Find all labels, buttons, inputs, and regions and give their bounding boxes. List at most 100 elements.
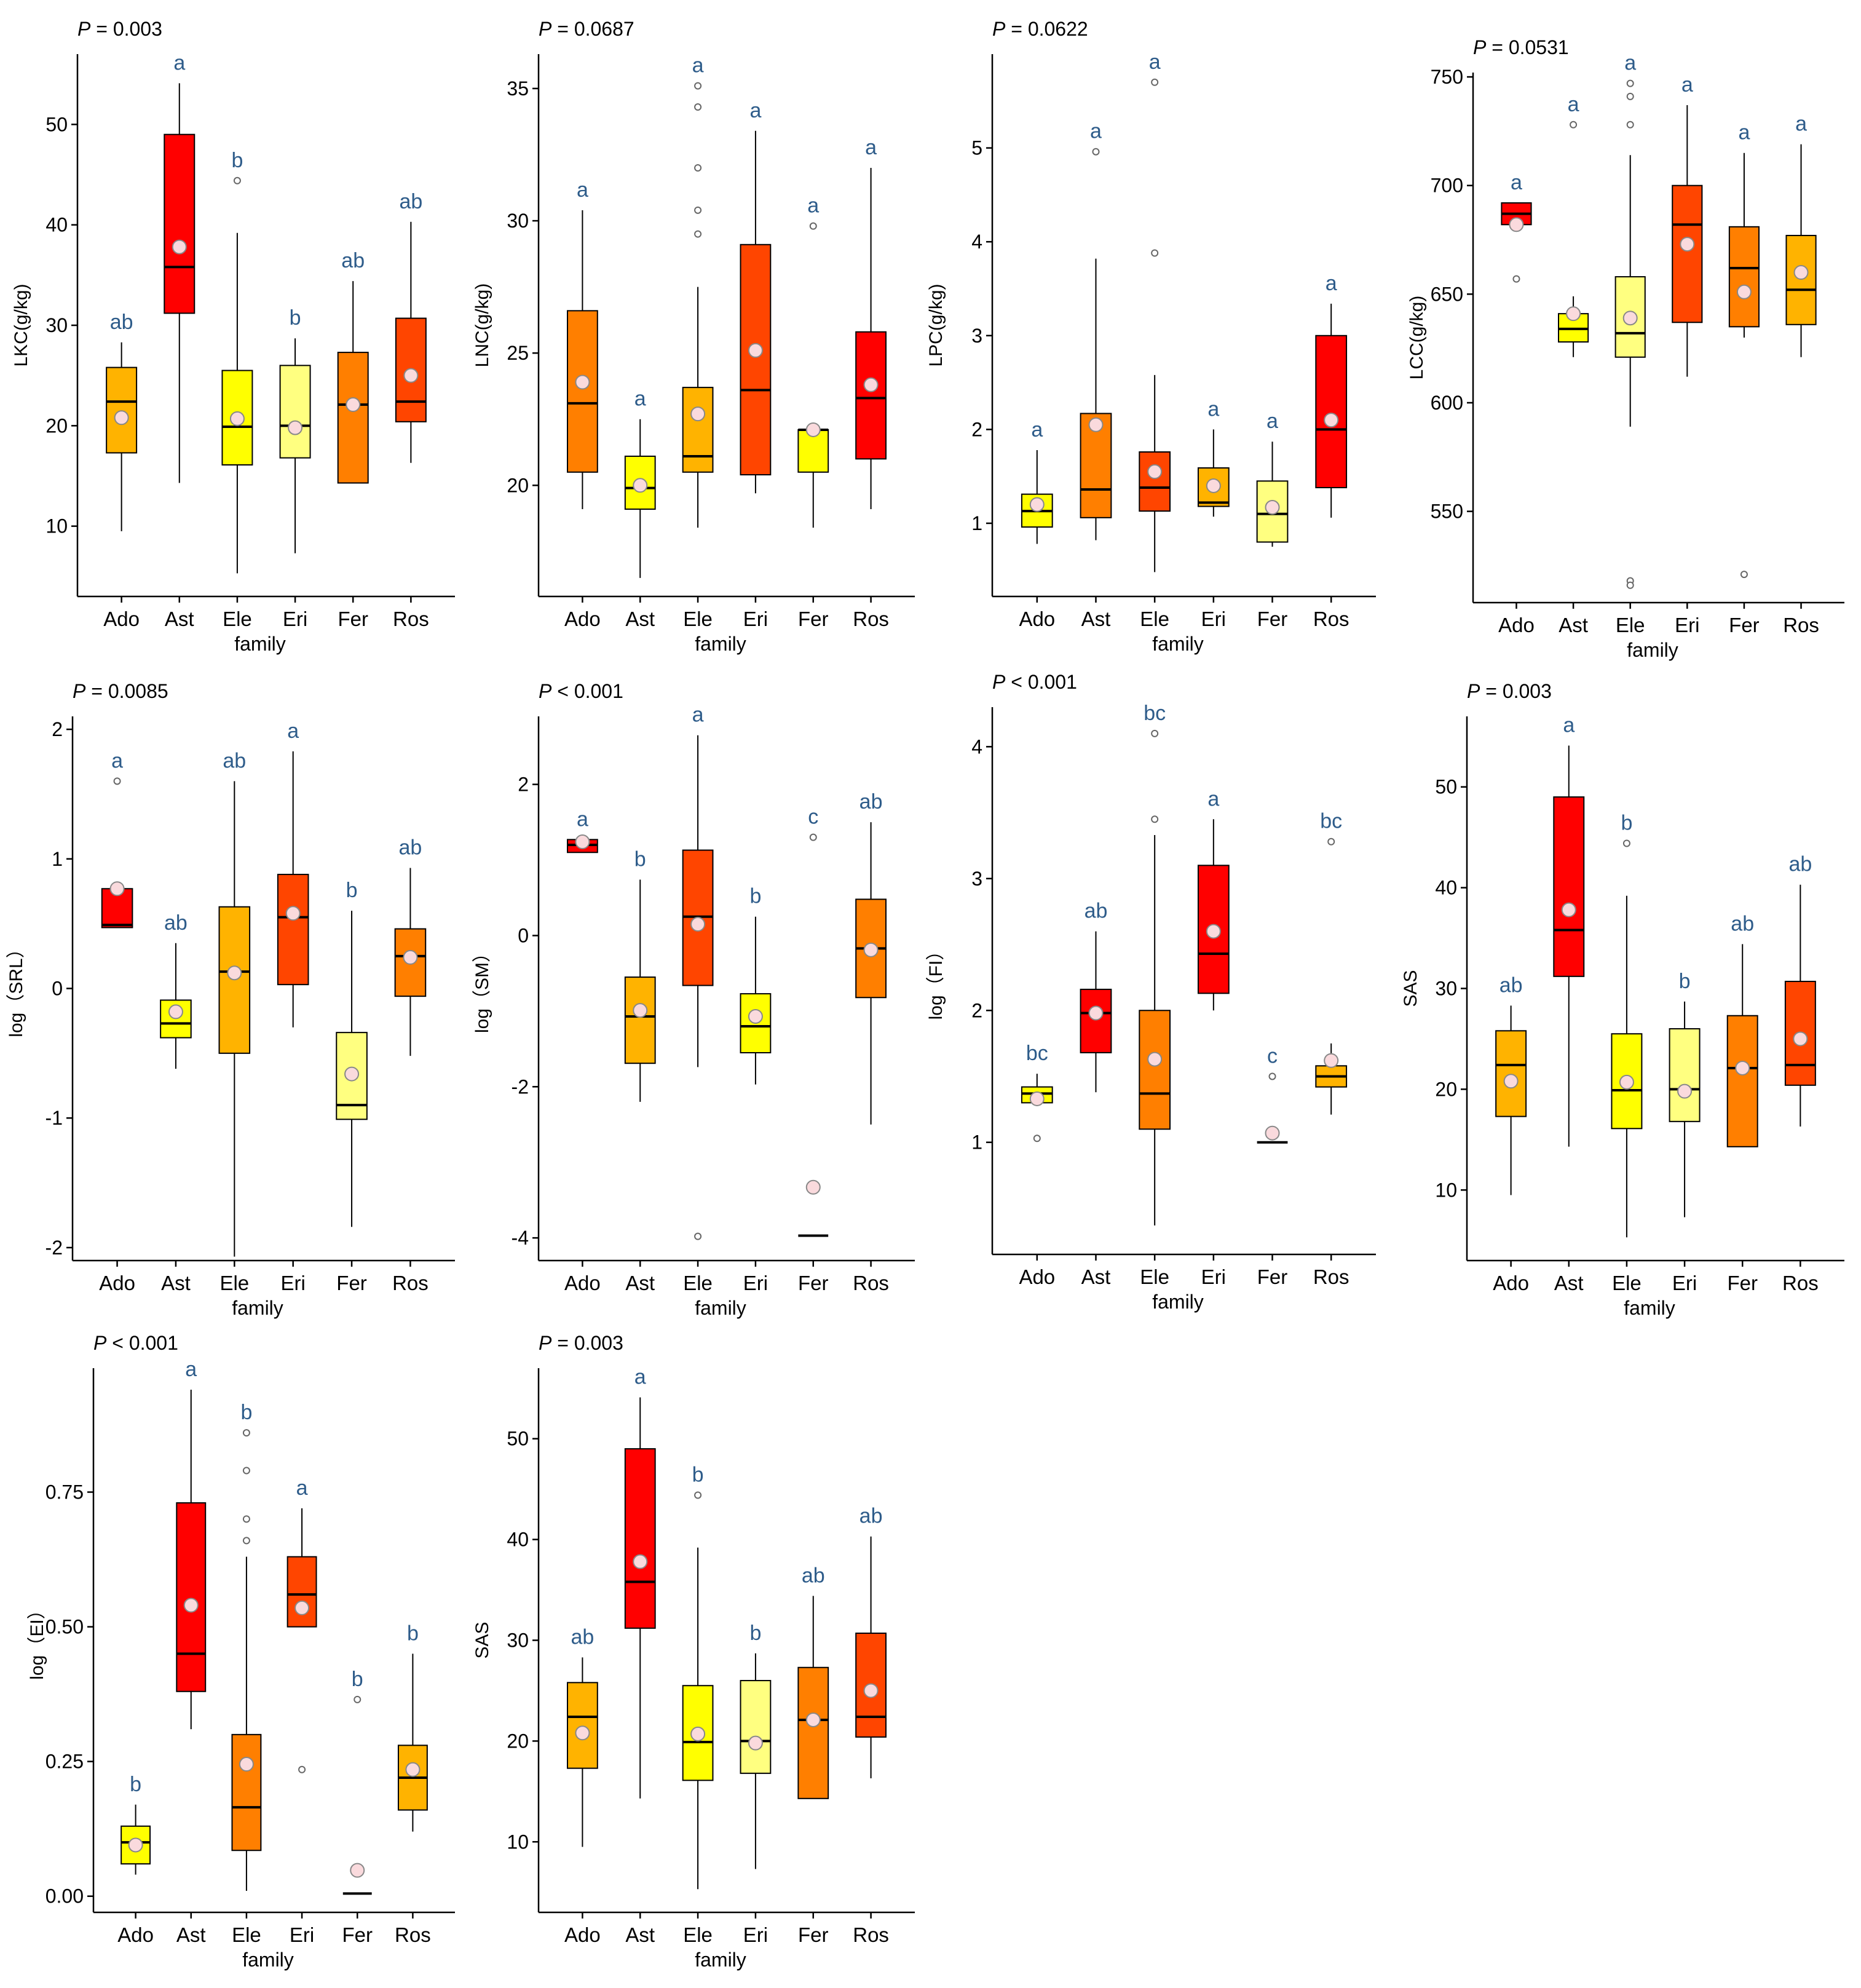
box-body (106, 366, 138, 454)
box-ado: a (1021, 418, 1053, 544)
significance-letter: c (1267, 1044, 1278, 1067)
significance-letter: a (1511, 171, 1522, 194)
x-tick-label: Ast (625, 1272, 655, 1294)
mean-point (575, 374, 590, 390)
significance-letter: a (1681, 73, 1693, 97)
mean-point (1619, 1074, 1634, 1090)
box-eri: b (740, 885, 772, 1085)
x-tick-label: Eri (1672, 1272, 1697, 1294)
box-fer: a (797, 194, 829, 528)
y-tick-label: 600 (1431, 392, 1463, 414)
box-fer: b (342, 1668, 372, 1895)
panel-7: P < 0.001 1 2 3 4 log（FI） Ado Ast Ele Eri Fer Ros fa… (926, 671, 1376, 1313)
x-tick-label: Ast (1081, 608, 1111, 630)
box-ado: a (1501, 171, 1532, 283)
box-ast: a (624, 1366, 656, 1799)
box-fer: ab (1726, 912, 1758, 1147)
significance-letter: b (1679, 970, 1691, 993)
significance-letter: ab (1499, 973, 1523, 997)
x-tick-label: Ado (103, 608, 140, 630)
significance-letter: a (1090, 120, 1102, 143)
x-tick-label: Fer (338, 608, 368, 630)
y-tick-label: 4 (971, 735, 982, 758)
x-axis-label: family (695, 1297, 746, 1319)
mean-point (863, 942, 879, 957)
panel-5: P = 0.0085 -2 -1 0 1 2 log（SRL） Ado Ast Ele Eri Fer… (6, 680, 455, 1319)
x-tick-label: Ros (1783, 614, 1819, 636)
y-tick-label: 0.00 (45, 1885, 84, 1907)
x-tick-label: Ros (395, 1923, 431, 1946)
box-eri: a (1197, 787, 1230, 1011)
box-fer: ab (797, 1564, 829, 1799)
box-ado: ab (106, 311, 138, 531)
panel-2: P = 0.0687 20 25 30 35 LNC(g/kg) Ado Ast Ele Eri F… (472, 18, 915, 655)
outlier-point (1622, 839, 1630, 847)
x-tick-label: Ado (1019, 608, 1055, 630)
significance-letter: b (352, 1668, 363, 1691)
significance-letter: a (577, 807, 588, 831)
box-eri: a (1197, 397, 1230, 517)
x-tick-label: Ros (392, 1272, 429, 1294)
significance-letter: a (692, 54, 704, 77)
mean-point (633, 478, 648, 493)
box-ast: a (176, 1358, 207, 1730)
box-body (277, 874, 309, 986)
x-tick-label: Ado (1498, 614, 1535, 636)
outlier-point (1626, 92, 1634, 100)
significance-letter: b (240, 1401, 252, 1424)
mean-point (805, 422, 821, 437)
x-tick-label: Fer (798, 608, 829, 630)
significance-letter: a (634, 1366, 646, 1389)
x-tick-label: Ele (1140, 608, 1169, 630)
outlier-point (1092, 148, 1100, 156)
x-tick-label: Ast (1559, 614, 1588, 636)
x-tick-label: Eri (1675, 614, 1699, 636)
x-tick-label: Eri (281, 1272, 306, 1294)
y-tick-label: 700 (1431, 175, 1463, 197)
y-tick-label: 30 (507, 1630, 529, 1652)
y-tick-label: 50 (45, 113, 68, 135)
outlier-point (1512, 275, 1520, 283)
box-body (1553, 796, 1585, 977)
significance-letter: a (1738, 121, 1750, 145)
p-value-label: P < 0.001 (539, 680, 623, 702)
box-fer: b (336, 879, 368, 1227)
box-body (279, 365, 311, 459)
significance-letter: a (577, 178, 588, 202)
y-tick-label: 20 (1435, 1078, 1457, 1100)
y-axis-label: LPC(g/kg) (926, 283, 946, 366)
significance-letter: a (1326, 272, 1337, 295)
box-body (176, 1502, 207, 1692)
x-tick-label: Ros (853, 1272, 889, 1294)
significance-letter: a (1149, 50, 1161, 74)
x-tick-label: Eri (290, 1923, 314, 1946)
outlier-point (1327, 838, 1335, 845)
significance-letter: bc (1026, 1042, 1048, 1065)
x-axis-label: family (695, 1949, 746, 1971)
mean-point (575, 1725, 590, 1741)
p-value-label: P < 0.001 (992, 671, 1077, 693)
mean-point (633, 1554, 648, 1569)
mean-point (346, 397, 361, 413)
significance-letter: b (231, 149, 243, 172)
box-body (1139, 451, 1171, 512)
outlier-point (242, 1537, 250, 1545)
box-fer: a (1728, 121, 1760, 579)
box-body (1495, 1030, 1527, 1117)
mean-point (1147, 464, 1163, 480)
significance-letter: b (1621, 812, 1632, 835)
mean-point (1324, 1053, 1339, 1068)
outlier-point (694, 1491, 702, 1499)
y-tick-label: 2 (518, 774, 529, 796)
box-ast: a (1080, 120, 1112, 541)
box-body (624, 976, 656, 1064)
panel-1: P = 0.003 10 20 30 40 50 LKC(g/kg) Ado Ast Ele Eri… (11, 18, 455, 655)
outlier-point (242, 1467, 250, 1475)
outlier-point (1151, 78, 1159, 86)
y-tick-label: 1 (971, 1131, 982, 1154)
mean-point (805, 1179, 821, 1195)
x-tick-label: Ele (223, 608, 252, 630)
box-ast: a (1558, 93, 1589, 357)
box-body (682, 387, 714, 473)
x-tick-label: Ros (853, 608, 889, 630)
